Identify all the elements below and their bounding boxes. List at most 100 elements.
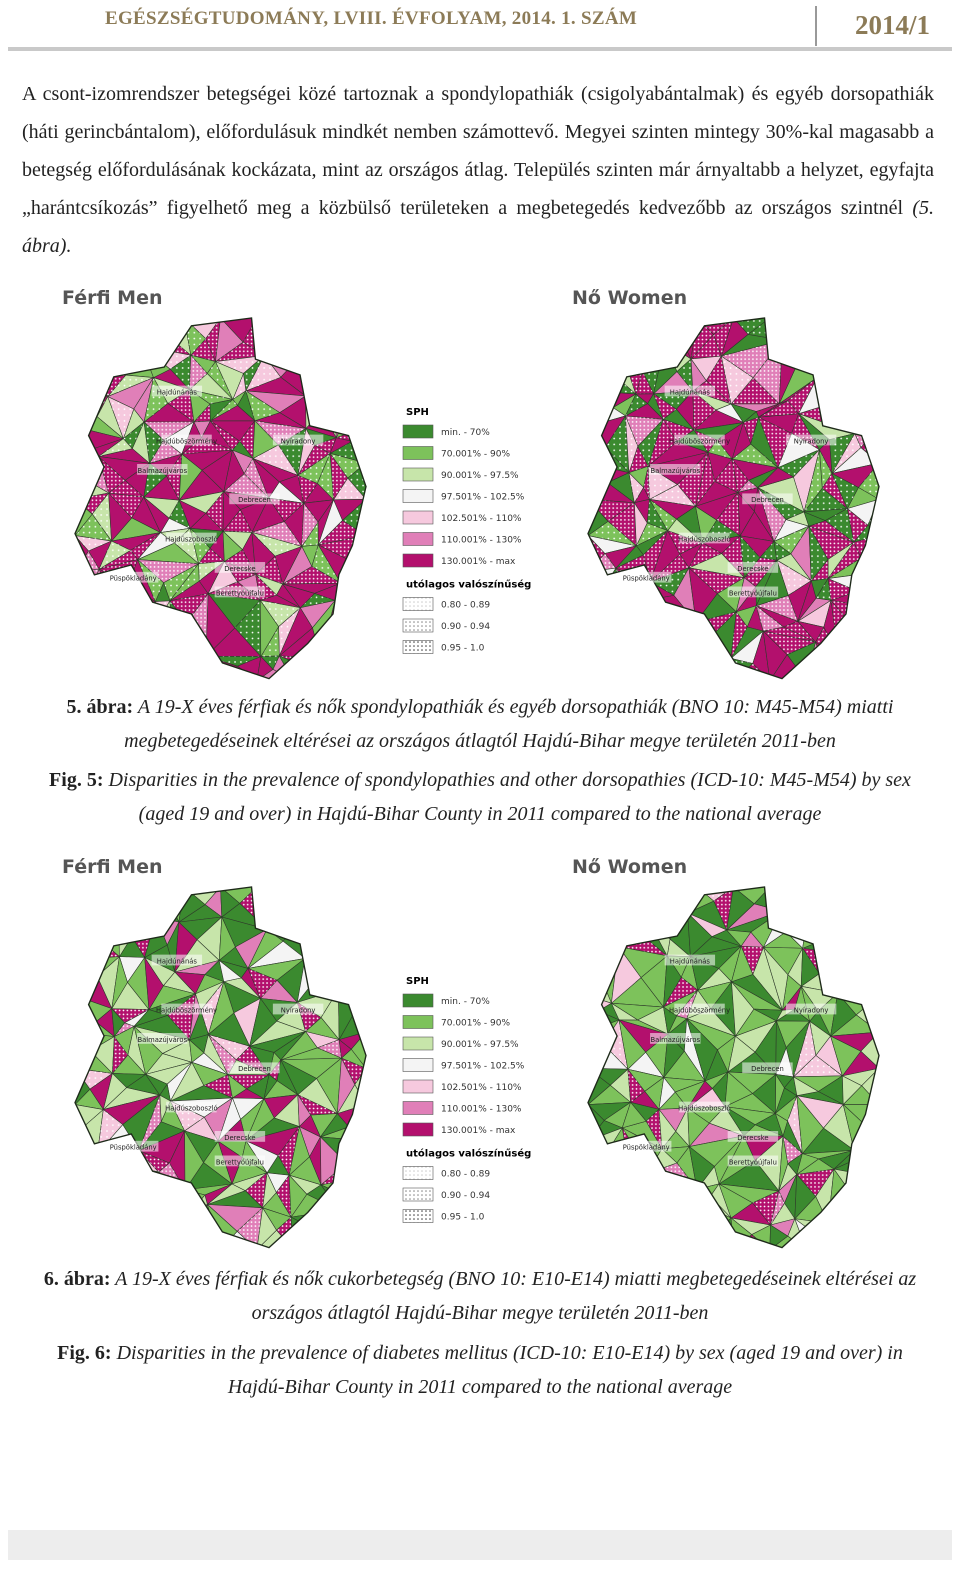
map-region	[687, 912, 713, 958]
map-region	[256, 318, 281, 357]
map-region	[588, 1031, 604, 1070]
town-label: Balmazújváros	[137, 467, 187, 475]
map-region	[338, 1195, 367, 1214]
map-region	[689, 653, 732, 671]
map-region	[662, 1206, 708, 1234]
map-region	[841, 887, 880, 904]
map-region	[688, 1145, 715, 1190]
map-region-hatch	[189, 355, 208, 390]
map-region	[301, 920, 317, 945]
town-label: Berettyóújfalu	[216, 1158, 264, 1166]
header-rule	[8, 47, 952, 51]
legend-subtitle: utólagos valószínűség	[406, 579, 531, 591]
map-region	[588, 625, 630, 645]
header-separator	[815, 6, 817, 46]
map-region	[805, 665, 844, 679]
caption-text: Disparities in the prevalence of spondyl…	[108, 769, 911, 825]
map-region-hatch	[647, 499, 668, 531]
legend-label: 90.001% - 97.5%	[441, 471, 519, 481]
map-region	[619, 332, 665, 347]
map-region-hatch	[345, 959, 366, 996]
map-region-hatch	[588, 345, 620, 371]
map-region	[143, 655, 161, 679]
map-region	[227, 1073, 248, 1099]
map-region	[646, 1173, 681, 1224]
map-region-hatch	[340, 571, 366, 592]
map-region	[96, 318, 125, 367]
map-region-hatch	[341, 1058, 366, 1085]
map-region	[696, 1188, 711, 1208]
map-region	[805, 1233, 844, 1248]
map-region-hatch	[732, 459, 749, 493]
map-region-hatch	[831, 340, 846, 391]
caption-en: Fig. 6: Disparities in the prevalence of…	[30, 1336, 930, 1404]
map-region	[627, 620, 674, 639]
map-region	[292, 667, 331, 679]
map-region-hatch	[97, 1153, 125, 1167]
map-region-hatch	[298, 453, 331, 484]
map-region-hatch	[859, 644, 880, 679]
map-region	[189, 1039, 205, 1063]
map-region-hatch	[625, 394, 648, 416]
map-region-hatch	[636, 523, 668, 546]
map-region	[841, 667, 880, 679]
map-region	[75, 448, 100, 464]
map-region-hatch	[817, 377, 836, 405]
map-region-hatch	[293, 667, 330, 679]
map-region	[845, 330, 880, 355]
map-region	[315, 922, 367, 950]
map-region-hatch	[838, 644, 879, 668]
map-region	[838, 643, 880, 668]
map-region-hatch	[643, 466, 650, 500]
map-region-hatch	[588, 995, 599, 1033]
map-region-hatch	[608, 502, 637, 546]
map-region-hatch	[756, 605, 784, 632]
map-region	[75, 318, 113, 342]
town-label: Balmazújváros	[137, 1036, 187, 1044]
map-region-hatch	[806, 665, 843, 679]
map-region	[620, 598, 648, 622]
map-region-hatch	[247, 968, 277, 999]
map-region	[183, 1212, 201, 1248]
map-region	[604, 637, 629, 679]
town-label-bg	[161, 434, 212, 446]
map-region-hatch	[618, 939, 668, 956]
map-region-hatch	[648, 419, 677, 467]
map-region-hatch	[743, 417, 759, 444]
map-region	[146, 318, 185, 339]
map-region	[321, 968, 346, 991]
map-region	[623, 1228, 662, 1248]
map-region	[623, 318, 662, 334]
map-region	[281, 545, 313, 585]
town-label-bg	[151, 954, 203, 966]
legend-label: 0.95 - 1.0	[441, 644, 485, 654]
map-region-hatch	[305, 392, 334, 412]
map-region-hatch	[330, 453, 348, 500]
map-region	[198, 655, 221, 679]
map-region	[95, 345, 143, 376]
map-region-hatch	[808, 520, 854, 543]
map-region-hatch	[144, 422, 164, 464]
map-region	[854, 409, 880, 434]
map-region	[588, 637, 630, 665]
map-region	[731, 945, 754, 983]
map-region	[279, 1031, 318, 1061]
map-region	[781, 899, 807, 926]
map-region-hatch	[853, 525, 879, 543]
map-region	[629, 1154, 648, 1176]
map-region	[297, 346, 340, 374]
map-region	[860, 922, 880, 961]
map-region	[825, 887, 854, 914]
map-region-hatch	[256, 318, 294, 341]
map-region	[75, 389, 98, 428]
map-region-hatch	[697, 669, 734, 679]
town-label-bg	[229, 493, 280, 505]
map-region-hatch	[648, 901, 688, 921]
map-region	[75, 916, 120, 938]
map-region-hatch	[111, 1008, 149, 1023]
map-region-hatch	[99, 1193, 160, 1222]
map-region-hatch	[223, 509, 252, 533]
map-region-hatch	[759, 541, 777, 561]
map-region-hatch	[628, 472, 644, 503]
map-region-hatch	[239, 420, 255, 459]
